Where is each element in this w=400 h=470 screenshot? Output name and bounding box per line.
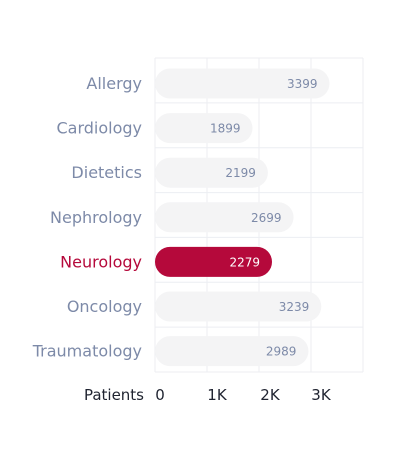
category-label-oncology: Oncology: [67, 297, 142, 316]
category-label-cardiology: Cardiology: [56, 119, 142, 138]
category-label-traumatology: Traumatology: [32, 342, 142, 361]
chart-x-axis: Patients 0 1K 2K 3K: [84, 386, 332, 404]
chart-category-labels: Allergy Cardiology Dietetics Nephrology Neur…: [32, 74, 142, 361]
bar-traumatology: [155, 336, 309, 367]
category-label-dietetics: Dietetics: [71, 163, 142, 182]
bar-value-label: 3399: [287, 77, 318, 91]
x-axis-title: Patients: [84, 386, 144, 404]
category-label-nephrology: Nephrology: [50, 208, 142, 227]
x-tick-label: 2K: [260, 386, 281, 404]
bar-nephrology: [155, 202, 294, 233]
x-tick-label: 3K: [311, 386, 332, 404]
bar-value-label: 1899: [210, 122, 241, 136]
bar-cardiology: [155, 113, 253, 144]
bar-neurology: [155, 246, 273, 277]
bar-dietetics: [155, 157, 268, 188]
x-tick-label: 1K: [207, 386, 228, 404]
category-label-neurology: Neurology: [60, 252, 142, 271]
x-tick-label: 0: [155, 386, 165, 404]
bar-value-label: 3239: [279, 300, 310, 314]
bar-value-label: 2989: [266, 345, 297, 359]
bar-value-label: 2699: [251, 211, 282, 225]
chart-grid: [154, 57, 364, 373]
bar-value-label: 2279: [229, 255, 260, 269]
category-label-allergy: Allergy: [86, 74, 142, 93]
bar-oncology: [155, 291, 322, 322]
bar-value-label: 2199: [225, 166, 256, 180]
chart-bars: 3399 1899 2199 2699 2279 3239 2989: [155, 68, 330, 367]
bar-allergy: [155, 68, 330, 99]
